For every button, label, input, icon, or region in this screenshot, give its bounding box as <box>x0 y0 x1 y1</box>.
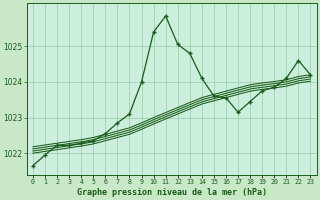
X-axis label: Graphe pression niveau de la mer (hPa): Graphe pression niveau de la mer (hPa) <box>77 188 267 197</box>
